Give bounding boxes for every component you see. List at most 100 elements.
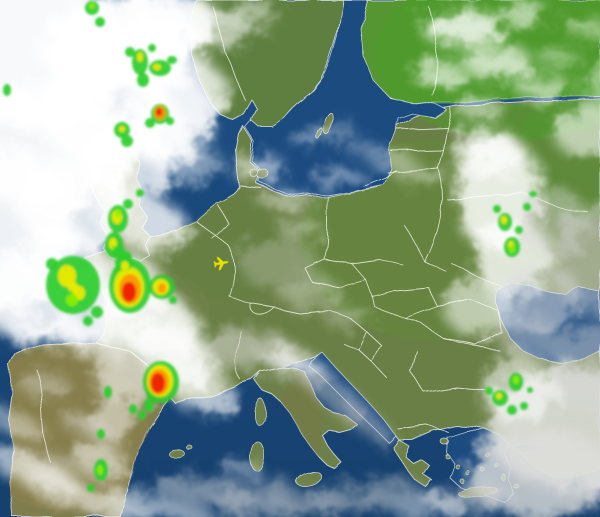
cloud-blob (61, 410, 107, 438)
precip-blob (527, 387, 533, 393)
cloud-blob (454, 97, 502, 119)
precip-cell-ukraine-showers (493, 191, 537, 257)
precip-blob (138, 410, 146, 420)
border-alps-east (275, 308, 331, 315)
cloud-blob (231, 155, 285, 181)
precip-blob (145, 118, 155, 128)
island-halkidiki (439, 437, 449, 445)
precip-cell-france-main-storm (109, 245, 151, 313)
island-aegean-island (454, 463, 460, 469)
cloud-blob (310, 168, 366, 190)
precip-cell-atlantic-left-edge (3, 84, 11, 96)
island-aegean-island (444, 453, 450, 459)
precip-cell-black-sea-coast-showers (485, 373, 533, 415)
precip-cell-spain-corridor (87, 386, 112, 492)
cloud-blob (20, 374, 68, 396)
cloud-blob (280, 276, 340, 310)
precip-blob (151, 373, 165, 393)
cloud-blob (567, 19, 600, 37)
cloud-blob (97, 487, 219, 517)
border-hungary (371, 286, 439, 320)
cloud-blob (464, 46, 532, 80)
cloud-blob (270, 349, 322, 371)
cloud-blob (453, 129, 523, 177)
cloud-blob (220, 458, 260, 478)
cloud-blob (303, 488, 393, 512)
precip-blob (104, 386, 112, 398)
precip-blob (46, 258, 58, 270)
cloud-blob (159, 356, 233, 414)
precip-blob (137, 52, 143, 62)
cloud-blob (343, 140, 377, 154)
precip-cell-biscay (46, 256, 103, 326)
cloud-blob (516, 75, 570, 101)
precip-blob (121, 135, 133, 147)
cloud-blob (320, 121, 356, 135)
precip-blob (153, 64, 161, 70)
precip-blob (507, 405, 517, 415)
precip-blob (158, 283, 166, 293)
precip-blob (115, 209, 121, 217)
precipitation-radar-layer (3, 1, 537, 492)
cloud-blob (546, 324, 600, 412)
border-greece-north (397, 424, 449, 433)
cloud-blob (423, 9, 503, 47)
precip-blob (496, 393, 502, 399)
precip-cell-south-france-storm (129, 361, 179, 420)
precip-blob (83, 316, 93, 326)
cloud-blob (554, 109, 600, 157)
precip-blob (89, 3, 95, 9)
precip-cell-skagerrak-storm (145, 104, 174, 128)
precip-cell-north-sea-top (85, 1, 105, 27)
precip-blob (169, 296, 177, 304)
cloud-blob (444, 280, 512, 336)
precip-blob (122, 282, 136, 302)
precip-cell-uk-north (108, 189, 144, 233)
border-poland-slovakia (351, 259, 405, 267)
sea-baltic-sea-system (244, 0, 449, 197)
precip-blob (520, 402, 528, 410)
precip-blob (91, 306, 103, 318)
precip-blob (167, 56, 177, 64)
cloud-blob (244, 477, 296, 499)
precip-blob (123, 199, 133, 209)
border-denmark-germany (240, 185, 262, 189)
island-menorca (186, 445, 194, 451)
precip-blob (3, 84, 11, 96)
precip-blob (166, 117, 174, 125)
cloud-blob (499, 2, 547, 24)
precip-cell-skagerrak-showers (114, 122, 133, 147)
cloud-blob (238, 239, 318, 287)
border-france-germany (227, 244, 236, 298)
precip-blob (113, 245, 125, 257)
cloud-blob (276, 218, 324, 240)
cloud-blob (498, 316, 558, 360)
cloud-blob (7, 319, 117, 347)
precip-blob (513, 376, 519, 384)
island-majorca (167, 448, 185, 458)
precip-blob (125, 47, 135, 57)
island-sicily (295, 471, 323, 487)
border-benelux (195, 204, 229, 246)
cloud-blob (257, 190, 313, 208)
cloud-blob (150, 138, 220, 182)
aircraft-marker[interactable] (213, 255, 230, 271)
airplane-icon (213, 256, 230, 271)
precip-blob (485, 387, 493, 395)
precip-cell-norway-west (125, 44, 156, 87)
precip-blob (136, 189, 144, 197)
precip-blob (509, 245, 515, 253)
precip-blob (119, 126, 125, 132)
cloud-blob (21, 475, 155, 517)
precip-blob (523, 203, 531, 211)
cloud-blob (222, 0, 278, 25)
precip-blob (144, 398, 154, 412)
precip-blob (68, 282, 78, 292)
cloud-blob (0, 401, 45, 439)
cloud-blob (340, 401, 396, 447)
precip-blob (515, 226, 523, 234)
precip-blob (501, 216, 507, 224)
precip-blob (95, 17, 105, 27)
